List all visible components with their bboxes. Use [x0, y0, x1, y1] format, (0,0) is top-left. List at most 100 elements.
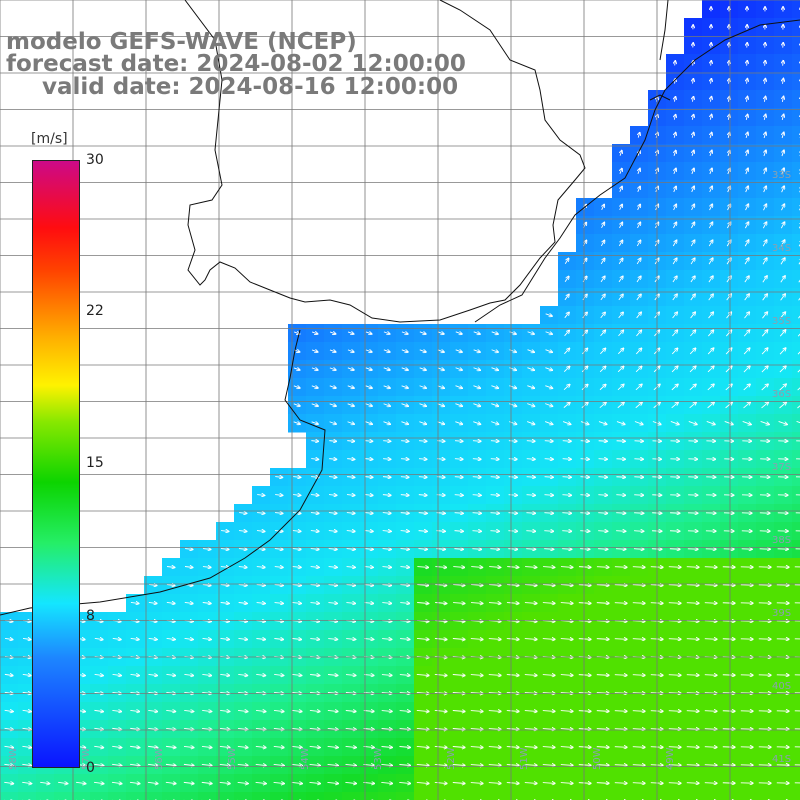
wind-arrow [616, 531, 626, 532]
wind-cell [450, 792, 469, 800]
wind-cell [792, 180, 800, 199]
wind-arrow [598, 459, 608, 460]
wind-cell [792, 414, 800, 433]
lat-label: 39S [772, 608, 791, 619]
wind-arrow [490, 441, 499, 442]
wind-cell [666, 792, 685, 800]
lon-label: 49W [665, 747, 676, 770]
wind-arrow [616, 477, 625, 478]
lon-label: 58W [8, 747, 19, 770]
wind-cell [90, 792, 109, 800]
wind-arrow [544, 531, 553, 532]
wind-arrow [686, 729, 699, 730]
wind-arrow [686, 567, 699, 568]
wind-cell [738, 792, 757, 800]
wind-arrow [562, 531, 571, 532]
wind-cell [162, 792, 181, 800]
wind-arrow [544, 459, 554, 460]
wind-arrow [686, 711, 699, 712]
legend-tick-0: 0 [86, 760, 95, 776]
lat-label: 38S [772, 535, 791, 546]
wind-arrow [508, 441, 517, 442]
wind-arrow [580, 513, 589, 514]
wind-arrow [544, 513, 553, 514]
wind-arrow [580, 531, 590, 532]
wind-cell [792, 360, 800, 379]
wind-arrow [686, 783, 699, 784]
wind-cell [324, 792, 343, 800]
wind-arrow [686, 675, 699, 676]
wind-arrow [704, 567, 717, 568]
wind-cell [792, 252, 800, 271]
wind-cell [342, 792, 361, 800]
wind-cell [792, 288, 800, 307]
wind-cell [792, 792, 800, 800]
wind-arrow [634, 531, 644, 532]
wind-arrow [704, 711, 717, 712]
wind-arrow [668, 639, 681, 640]
wind-cell [576, 792, 595, 800]
wind-cell [792, 0, 800, 19]
wind-arrow [634, 495, 643, 496]
wind-cell [378, 792, 397, 800]
lat-label: 41S [772, 754, 791, 765]
wind-arrow [562, 495, 571, 496]
wind-arrow [562, 513, 571, 514]
wind-cell [792, 36, 800, 55]
wind-cell [792, 450, 800, 469]
wind-cell [774, 792, 793, 800]
wind-arrow [765, 42, 766, 48]
wind-arrow [562, 477, 572, 478]
wind-cell [252, 792, 271, 800]
wind-cell [126, 792, 145, 800]
wind-cell [468, 792, 487, 800]
wind-cell [486, 792, 505, 800]
lat-label: 33S [772, 170, 791, 181]
wind-arrow [722, 603, 735, 604]
wind-cell [522, 792, 541, 800]
wind-cell [396, 792, 415, 800]
wind-arrow [526, 495, 536, 496]
wind-cell [504, 792, 523, 800]
wind-cell [594, 792, 613, 800]
wind-arrow [704, 783, 717, 784]
lon-label: 53W [373, 747, 384, 770]
wind-arrow [598, 477, 607, 478]
wind-cell [18, 792, 37, 800]
wind-arrow [722, 747, 735, 748]
wind-cell [306, 792, 325, 800]
wind-cell [0, 792, 19, 800]
wind-arrow [580, 549, 590, 550]
wind-arrow [634, 477, 643, 478]
wind-cell [792, 54, 800, 73]
wind-cell [288, 792, 307, 800]
wind-arrow [704, 585, 717, 586]
wind-arrow [615, 549, 626, 550]
wind-arrow [668, 585, 681, 586]
wind-cell [180, 792, 199, 800]
wind-cell [630, 792, 649, 800]
wind-arrow [722, 567, 735, 568]
wind-cell [792, 396, 800, 415]
wind-arrow [598, 441, 608, 442]
wind-cell [702, 792, 721, 800]
wind-cell [792, 90, 800, 109]
lon-label: 51W [519, 747, 530, 770]
wind-cell [414, 792, 433, 800]
wind-arrow [722, 783, 735, 784]
wind-arrow [580, 459, 590, 460]
wind-cell [684, 792, 703, 800]
wind-arrow [668, 603, 681, 604]
wind-arrow [598, 549, 608, 550]
wind-cell [792, 306, 800, 325]
wind-arrow [616, 441, 626, 442]
legend-tick-8: 8 [86, 608, 95, 624]
wind-cell [792, 144, 800, 163]
wind-cell [144, 792, 163, 800]
wind-cell [792, 162, 800, 181]
wind-arrow [668, 675, 681, 676]
wind-cell [792, 378, 800, 397]
wind-arrow [704, 765, 717, 766]
